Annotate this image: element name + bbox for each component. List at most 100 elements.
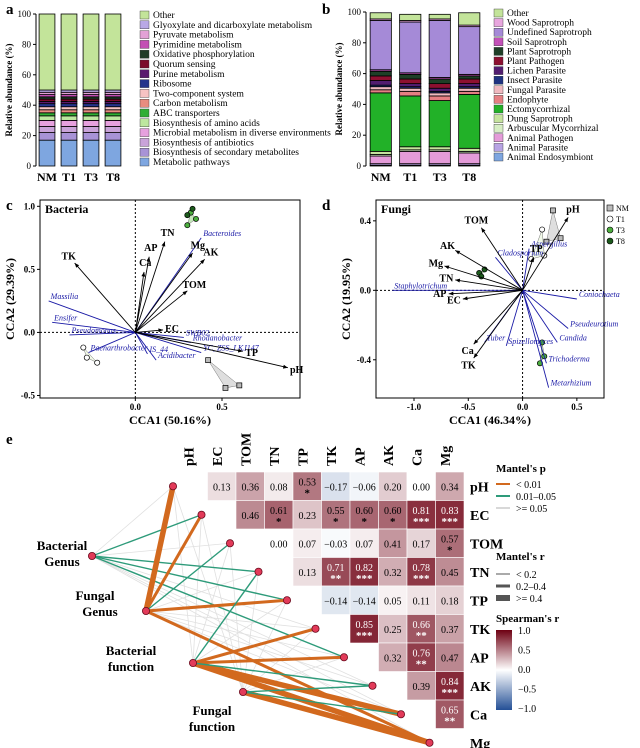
mantel-edge bbox=[192, 571, 260, 664]
heatmap-cell-value: 0.20 bbox=[384, 482, 402, 493]
heatmap-cell-value: 0.00 bbox=[413, 482, 431, 493]
heatmap-cell-value: 0.45 bbox=[441, 568, 459, 579]
panel-c-taxon-vector bbox=[52, 321, 136, 333]
mantel-edge bbox=[192, 655, 345, 665]
panel-c-env-arrowhead bbox=[237, 348, 243, 353]
mantel-edge-nonsig bbox=[145, 571, 259, 612]
panel-b-x-tick-label: T8 bbox=[462, 170, 476, 184]
panel-b-legend-label: Animal Pathogen bbox=[507, 134, 573, 144]
panel-d-legend-label: T1 bbox=[616, 215, 625, 224]
panel-b-legend-label: Plant Pathogen bbox=[507, 57, 565, 67]
panel-b-legend-swatch bbox=[493, 114, 504, 123]
heatmap-cell-value: 0.66 bbox=[413, 620, 431, 631]
heatmap-cell-value: 0.07 bbox=[299, 539, 317, 550]
panel-c-sample-point bbox=[236, 382, 243, 389]
panel-b-legend-swatch bbox=[493, 133, 504, 143]
variable-node bbox=[225, 539, 234, 548]
panel-a-legend-swatch bbox=[139, 59, 150, 69]
panel-d-env-vector bbox=[522, 217, 569, 291]
heatmap-cell-value: 0.71 bbox=[327, 563, 345, 574]
mantel-p-legend-label: < 0.01 bbox=[516, 480, 542, 491]
mantel-edge-nonsig bbox=[242, 571, 259, 693]
panel-c-env-arrowhead bbox=[188, 252, 193, 258]
panel-b-bar-segment bbox=[369, 86, 392, 91]
mantel-p-legend-title: Mantel's p bbox=[496, 463, 546, 475]
panel-a-legend-label: Microbial metabolism in diverse environm… bbox=[153, 129, 331, 139]
heatmap-cell-significance: * bbox=[276, 516, 282, 528]
panel-a-x-tick-label: NM bbox=[37, 170, 57, 184]
mantel-edge bbox=[242, 685, 373, 693]
panel-d-env-label: pH bbox=[566, 205, 580, 216]
panel-b-legend-label: Animal Endosymbiont bbox=[507, 153, 594, 163]
panel-c-taxon-vector bbox=[88, 332, 136, 354]
panel-b-legend-swatch bbox=[493, 75, 504, 85]
panel-d-env-arrowhead bbox=[455, 250, 461, 255]
panel-a-bar-segment bbox=[104, 112, 122, 117]
panel-a-legend-swatch bbox=[139, 157, 150, 167]
mantel-source-node bbox=[238, 688, 247, 697]
mantel-edge bbox=[91, 514, 202, 557]
variable-node bbox=[311, 624, 320, 633]
heatmap-cell-value: 0.61 bbox=[270, 506, 288, 517]
heatmap-cell-value: 0.13 bbox=[213, 482, 231, 493]
panel-c-taxon-label: Massilia bbox=[50, 292, 79, 301]
heatmap-cell-value: 0.32 bbox=[384, 568, 402, 579]
panel-d-taxon-label: Pseudeurotium bbox=[569, 320, 618, 329]
panel-d-sample-point bbox=[539, 226, 546, 233]
panel-d-env-vector bbox=[473, 290, 523, 359]
panel-a-bar-segment bbox=[82, 120, 100, 127]
heatmap-row-label: TN bbox=[470, 566, 489, 581]
panel-c-env-vector bbox=[134, 241, 166, 333]
panel-c-env-vector bbox=[134, 271, 145, 333]
heatmap-cell bbox=[235, 500, 265, 530]
panel-b-bar-segment bbox=[428, 87, 451, 92]
heatmap-cell bbox=[406, 528, 436, 558]
heatmap-cell-value: −0.03 bbox=[324, 539, 347, 550]
mantel-r-legend-title: Mantel's r bbox=[496, 551, 545, 563]
panel-b-y-tick-label: 20 bbox=[352, 130, 362, 140]
mantel-edge bbox=[242, 691, 402, 715]
panel-label-a: a bbox=[6, 2, 14, 18]
heatmap-cell-value: 0.07 bbox=[356, 539, 374, 550]
panel-c-taxon-label: Paenarthrobacter bbox=[90, 344, 149, 353]
panel-d-taxon-label: Spizellomyces bbox=[508, 337, 553, 346]
panel-b-y-tick-label: 60 bbox=[352, 69, 362, 79]
panel-a-bar-segment bbox=[82, 139, 100, 167]
mantel-source-node bbox=[141, 607, 150, 616]
panel-c-taxon-label: Ensifer bbox=[53, 313, 78, 322]
variable-node bbox=[168, 482, 177, 491]
heatmap-cell bbox=[406, 471, 436, 501]
panel-c-env-label: Mg bbox=[191, 241, 205, 252]
panel-b-legend-label: Insect Parasite bbox=[507, 76, 562, 86]
heatmap-cell-value: 0.55 bbox=[327, 506, 345, 517]
mantel-edge-nonsig bbox=[91, 555, 373, 687]
panel-a-legend-label: Quorum sensing bbox=[153, 60, 216, 70]
panel-d-x-tick-label: 0.5 bbox=[571, 402, 583, 412]
heatmap-cell bbox=[292, 471, 322, 501]
heatmap-cell bbox=[406, 557, 436, 587]
heatmap-cell bbox=[406, 585, 436, 615]
heatmap-cell-value: 0.82 bbox=[356, 563, 374, 574]
variable-node bbox=[339, 653, 348, 662]
heatmap-cell-significance: *** bbox=[442, 516, 459, 528]
heatmap-cell-value: −0.06 bbox=[353, 482, 376, 493]
panel-c-sample-point bbox=[184, 222, 191, 229]
panel-a-legend-label: ABC transporters bbox=[153, 109, 220, 119]
mantel-p-legend-label: 0.01–0.05 bbox=[516, 492, 556, 503]
panel-a-legend-swatch bbox=[139, 79, 150, 88]
panel-a-legend-swatch bbox=[139, 50, 150, 59]
heatmap-column-label: TK bbox=[325, 446, 340, 466]
mantel-node-label: function bbox=[189, 719, 236, 734]
panel-a-bar-segment bbox=[38, 109, 56, 114]
panel-d-env-arrowhead bbox=[473, 339, 479, 345]
panel-b-x-tick-label: NM bbox=[371, 170, 391, 184]
panel-a-bar-segment bbox=[60, 109, 78, 114]
heatmap-cell bbox=[378, 557, 408, 587]
color-scale-tick-label: −0.5 bbox=[518, 685, 536, 696]
heatmap-cell-significance: *** bbox=[413, 516, 430, 528]
panel-a-legend-swatch bbox=[139, 89, 150, 98]
panel-c-sample-point bbox=[94, 359, 101, 366]
panel-a-bar-segment bbox=[104, 126, 122, 133]
panel-b-bar-segment bbox=[428, 146, 451, 151]
panel-a-legend-label: Biosynthesis of secondary metabolites bbox=[153, 147, 299, 158]
